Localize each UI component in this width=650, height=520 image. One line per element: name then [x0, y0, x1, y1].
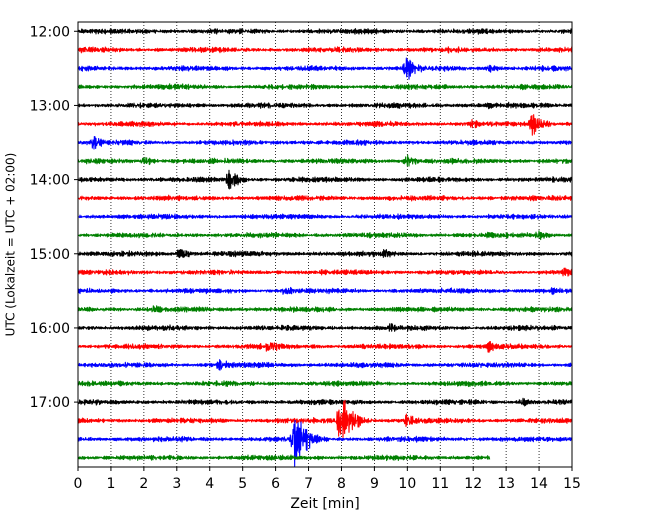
y-tick-label-1400: 14:00: [30, 173, 70, 189]
trace-1200: [77, 28, 573, 35]
x-tick-label-1: 1: [106, 476, 115, 492]
y-tick-label-1700: 17:00: [30, 395, 70, 411]
x-tick-label-11: 11: [431, 476, 449, 492]
y-tick-label-1600: 16:00: [30, 321, 70, 337]
y-tick-label-1200: 12:00: [30, 24, 70, 40]
x-tick-label-9: 9: [370, 476, 379, 492]
x-tick-label-4: 4: [205, 476, 214, 492]
trace-1315: [77, 114, 573, 136]
trace-1715: [77, 399, 573, 439]
x-tick-label-12: 12: [464, 476, 482, 492]
x-tick-label-15: 15: [563, 476, 581, 492]
trace-1245: [77, 83, 573, 91]
y-tick-label-1500: 15:00: [30, 247, 70, 263]
x-grid-lines: [110, 22, 540, 467]
trace-1545: [77, 305, 573, 313]
trace-1645: [77, 380, 573, 388]
trace-1415: [77, 194, 573, 202]
trace-1700: [77, 397, 573, 407]
trace-1600: [77, 323, 573, 332]
x-tick-label-5: 5: [238, 476, 247, 492]
trace-1300: [77, 101, 573, 110]
x-tick-label-10: 10: [398, 476, 416, 492]
trace-1730: [77, 419, 573, 467]
x-tick-label-6: 6: [271, 476, 280, 492]
x-tick-label-13: 13: [497, 476, 515, 492]
y-axis-label: UTC (Lokalzeit = UTC + 02:00): [4, 153, 18, 337]
trace-1215: [77, 46, 573, 54]
y-tick-label-1300: 13:00: [30, 98, 70, 114]
plot-frame: [77, 21, 573, 468]
trace-1400: [77, 169, 573, 190]
x-tick-label-14: 14: [530, 476, 548, 492]
x-axis-ticks: 0 1 2 3 4 5 6 7 8 9 10 11 12 13 14 15: [74, 467, 581, 492]
trace-1515: [77, 267, 573, 277]
x-tick-label-2: 2: [139, 476, 148, 492]
trace-1530: [77, 286, 573, 296]
x-tick-label-0: 0: [74, 476, 83, 492]
trace-1345: [77, 154, 573, 167]
trace-1745: [77, 454, 491, 462]
x-tick-label-7: 7: [304, 476, 313, 492]
y-axis-ticks: 12:00 13:00 14:00 15:00 16:00 17:00: [30, 24, 78, 411]
trace-1330: [77, 136, 573, 150]
trace-1615: [77, 341, 573, 353]
x-tick-label-8: 8: [337, 476, 346, 492]
trace-1230: [77, 57, 573, 80]
trace-1630: [77, 359, 573, 371]
x-axis-label: Zeit [min]: [290, 496, 359, 512]
trace-1445: [77, 230, 573, 241]
trace-1500: [77, 248, 573, 259]
seismic-traces: [77, 28, 573, 467]
x-tick-label-3: 3: [172, 476, 181, 492]
trace-1430: [77, 213, 573, 220]
